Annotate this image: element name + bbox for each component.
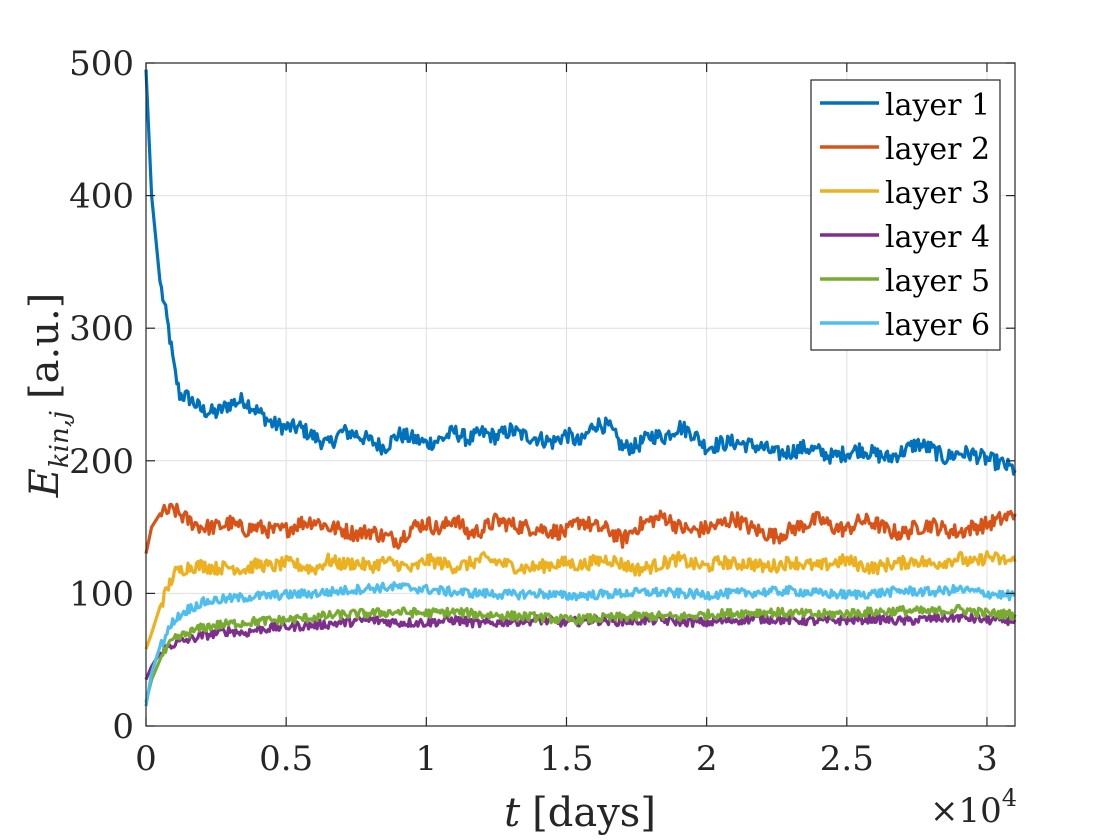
y-tick-label: 200 [69, 442, 134, 482]
y-tick-label: 500 [69, 44, 134, 84]
y-tick-label: 100 [69, 574, 134, 614]
y-axis-unit: [a.u.] [22, 293, 68, 399]
series-line-2 [144, 502, 1017, 554]
x-axis-variable: t [504, 790, 521, 836]
x-axis-label: t [days] [504, 790, 656, 836]
y-axis-variable: E [22, 468, 68, 498]
legend-label: layer 5 [885, 264, 990, 299]
ticks: 0 0.5 1 1.5 2 2.5 3 0 100 200 300 400 500 [69, 44, 1015, 779]
y-axis-label: Ekin,j [a.u.] [22, 293, 75, 499]
axes-box [145, 62, 1016, 727]
x-axis-multiplier: ×104 [930, 784, 1017, 831]
legend-label: layer 1 [885, 88, 990, 123]
x-tick-label: 2 [696, 739, 718, 779]
x-tick-label: 0.5 [259, 739, 313, 779]
legend-label: layer 4 [885, 220, 990, 255]
x-tick-label: 2.5 [820, 739, 874, 779]
y-tick-label: 400 [69, 177, 134, 217]
y-tick-label: 0 [112, 707, 134, 747]
series-line-6 [144, 581, 1016, 707]
series-line-1 [144, 69, 1017, 476]
legend-label: layer 2 [885, 132, 990, 167]
x-tick-label: 3 [976, 739, 998, 779]
legend-label: layer 6 [885, 308, 990, 343]
legend-label: layer 3 [885, 176, 990, 211]
x-tick-label: 0 [135, 739, 157, 779]
series-group [144, 69, 1017, 707]
legend: layer 1 layer 2 layer 3 layer 4 layer 5 layer… [810, 79, 1001, 351]
y-axis-subscript: kin,j [45, 411, 75, 468]
legend-box [810, 79, 1001, 351]
x-tick-label: 1 [416, 739, 438, 779]
x-axis-unit: [days] [532, 790, 656, 836]
y-tick-label: 300 [69, 309, 134, 349]
series-line-5 [144, 603, 1017, 703]
x-multiplier-base: ×10 [930, 791, 1002, 831]
x-tick-label: 1.5 [539, 739, 593, 779]
x-multiplier-exponent: 4 [1002, 784, 1017, 812]
series-line-3 [144, 549, 1017, 650]
